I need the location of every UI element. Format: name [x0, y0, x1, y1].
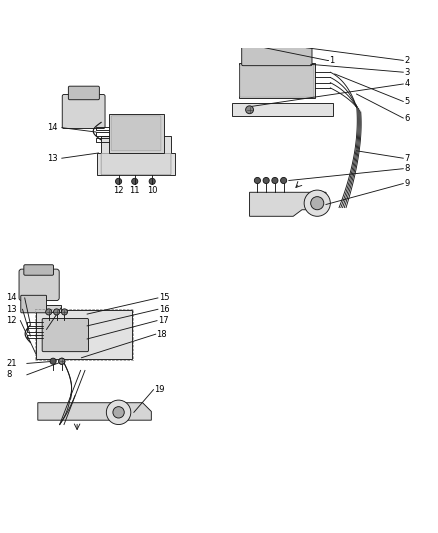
- Text: 19: 19: [154, 385, 165, 394]
- Text: 21: 21: [6, 359, 17, 368]
- Circle shape: [263, 177, 269, 183]
- FancyBboxPatch shape: [42, 318, 88, 352]
- Circle shape: [106, 400, 131, 425]
- Circle shape: [50, 358, 56, 364]
- FancyBboxPatch shape: [240, 65, 314, 97]
- Circle shape: [116, 179, 122, 184]
- Circle shape: [311, 197, 324, 210]
- Text: 18: 18: [156, 330, 167, 338]
- Polygon shape: [46, 305, 61, 312]
- Text: 11: 11: [130, 186, 140, 195]
- Circle shape: [59, 358, 65, 364]
- Circle shape: [132, 179, 138, 184]
- Text: 13: 13: [6, 305, 17, 314]
- Circle shape: [149, 179, 155, 184]
- Text: 3: 3: [405, 68, 410, 77]
- FancyBboxPatch shape: [62, 94, 105, 128]
- Polygon shape: [38, 403, 151, 420]
- Text: 2: 2: [405, 56, 410, 65]
- Text: 12: 12: [113, 186, 124, 195]
- Circle shape: [59, 358, 65, 364]
- Text: 10: 10: [147, 186, 157, 195]
- Text: 1: 1: [329, 56, 334, 65]
- Text: 14: 14: [47, 123, 57, 132]
- FancyBboxPatch shape: [19, 269, 59, 301]
- FancyBboxPatch shape: [239, 63, 315, 99]
- Text: 7: 7: [405, 154, 410, 163]
- Circle shape: [304, 190, 330, 216]
- FancyBboxPatch shape: [109, 114, 163, 153]
- FancyBboxPatch shape: [111, 116, 161, 151]
- Polygon shape: [97, 135, 175, 175]
- Text: 5: 5: [405, 97, 410, 106]
- Text: 9: 9: [405, 179, 410, 188]
- Text: 15: 15: [159, 294, 169, 302]
- Circle shape: [53, 309, 60, 315]
- FancyBboxPatch shape: [68, 86, 99, 100]
- Polygon shape: [250, 192, 326, 216]
- Circle shape: [61, 309, 67, 315]
- FancyBboxPatch shape: [21, 295, 46, 313]
- Text: 17: 17: [158, 316, 169, 325]
- Text: 4: 4: [405, 79, 410, 88]
- Circle shape: [281, 177, 287, 183]
- Circle shape: [46, 309, 52, 315]
- Text: 13: 13: [47, 154, 57, 163]
- FancyBboxPatch shape: [35, 310, 132, 359]
- Circle shape: [113, 407, 124, 418]
- Circle shape: [254, 177, 261, 183]
- Text: 16: 16: [159, 305, 170, 314]
- FancyBboxPatch shape: [101, 154, 171, 175]
- FancyBboxPatch shape: [232, 103, 332, 116]
- Circle shape: [272, 177, 278, 183]
- Text: 6: 6: [405, 114, 410, 123]
- FancyBboxPatch shape: [242, 46, 312, 66]
- Circle shape: [246, 106, 254, 114]
- FancyBboxPatch shape: [24, 265, 53, 275]
- Text: 12: 12: [6, 316, 17, 325]
- Text: 8: 8: [405, 164, 410, 173]
- Text: 8: 8: [6, 370, 11, 379]
- Text: 14: 14: [6, 294, 17, 302]
